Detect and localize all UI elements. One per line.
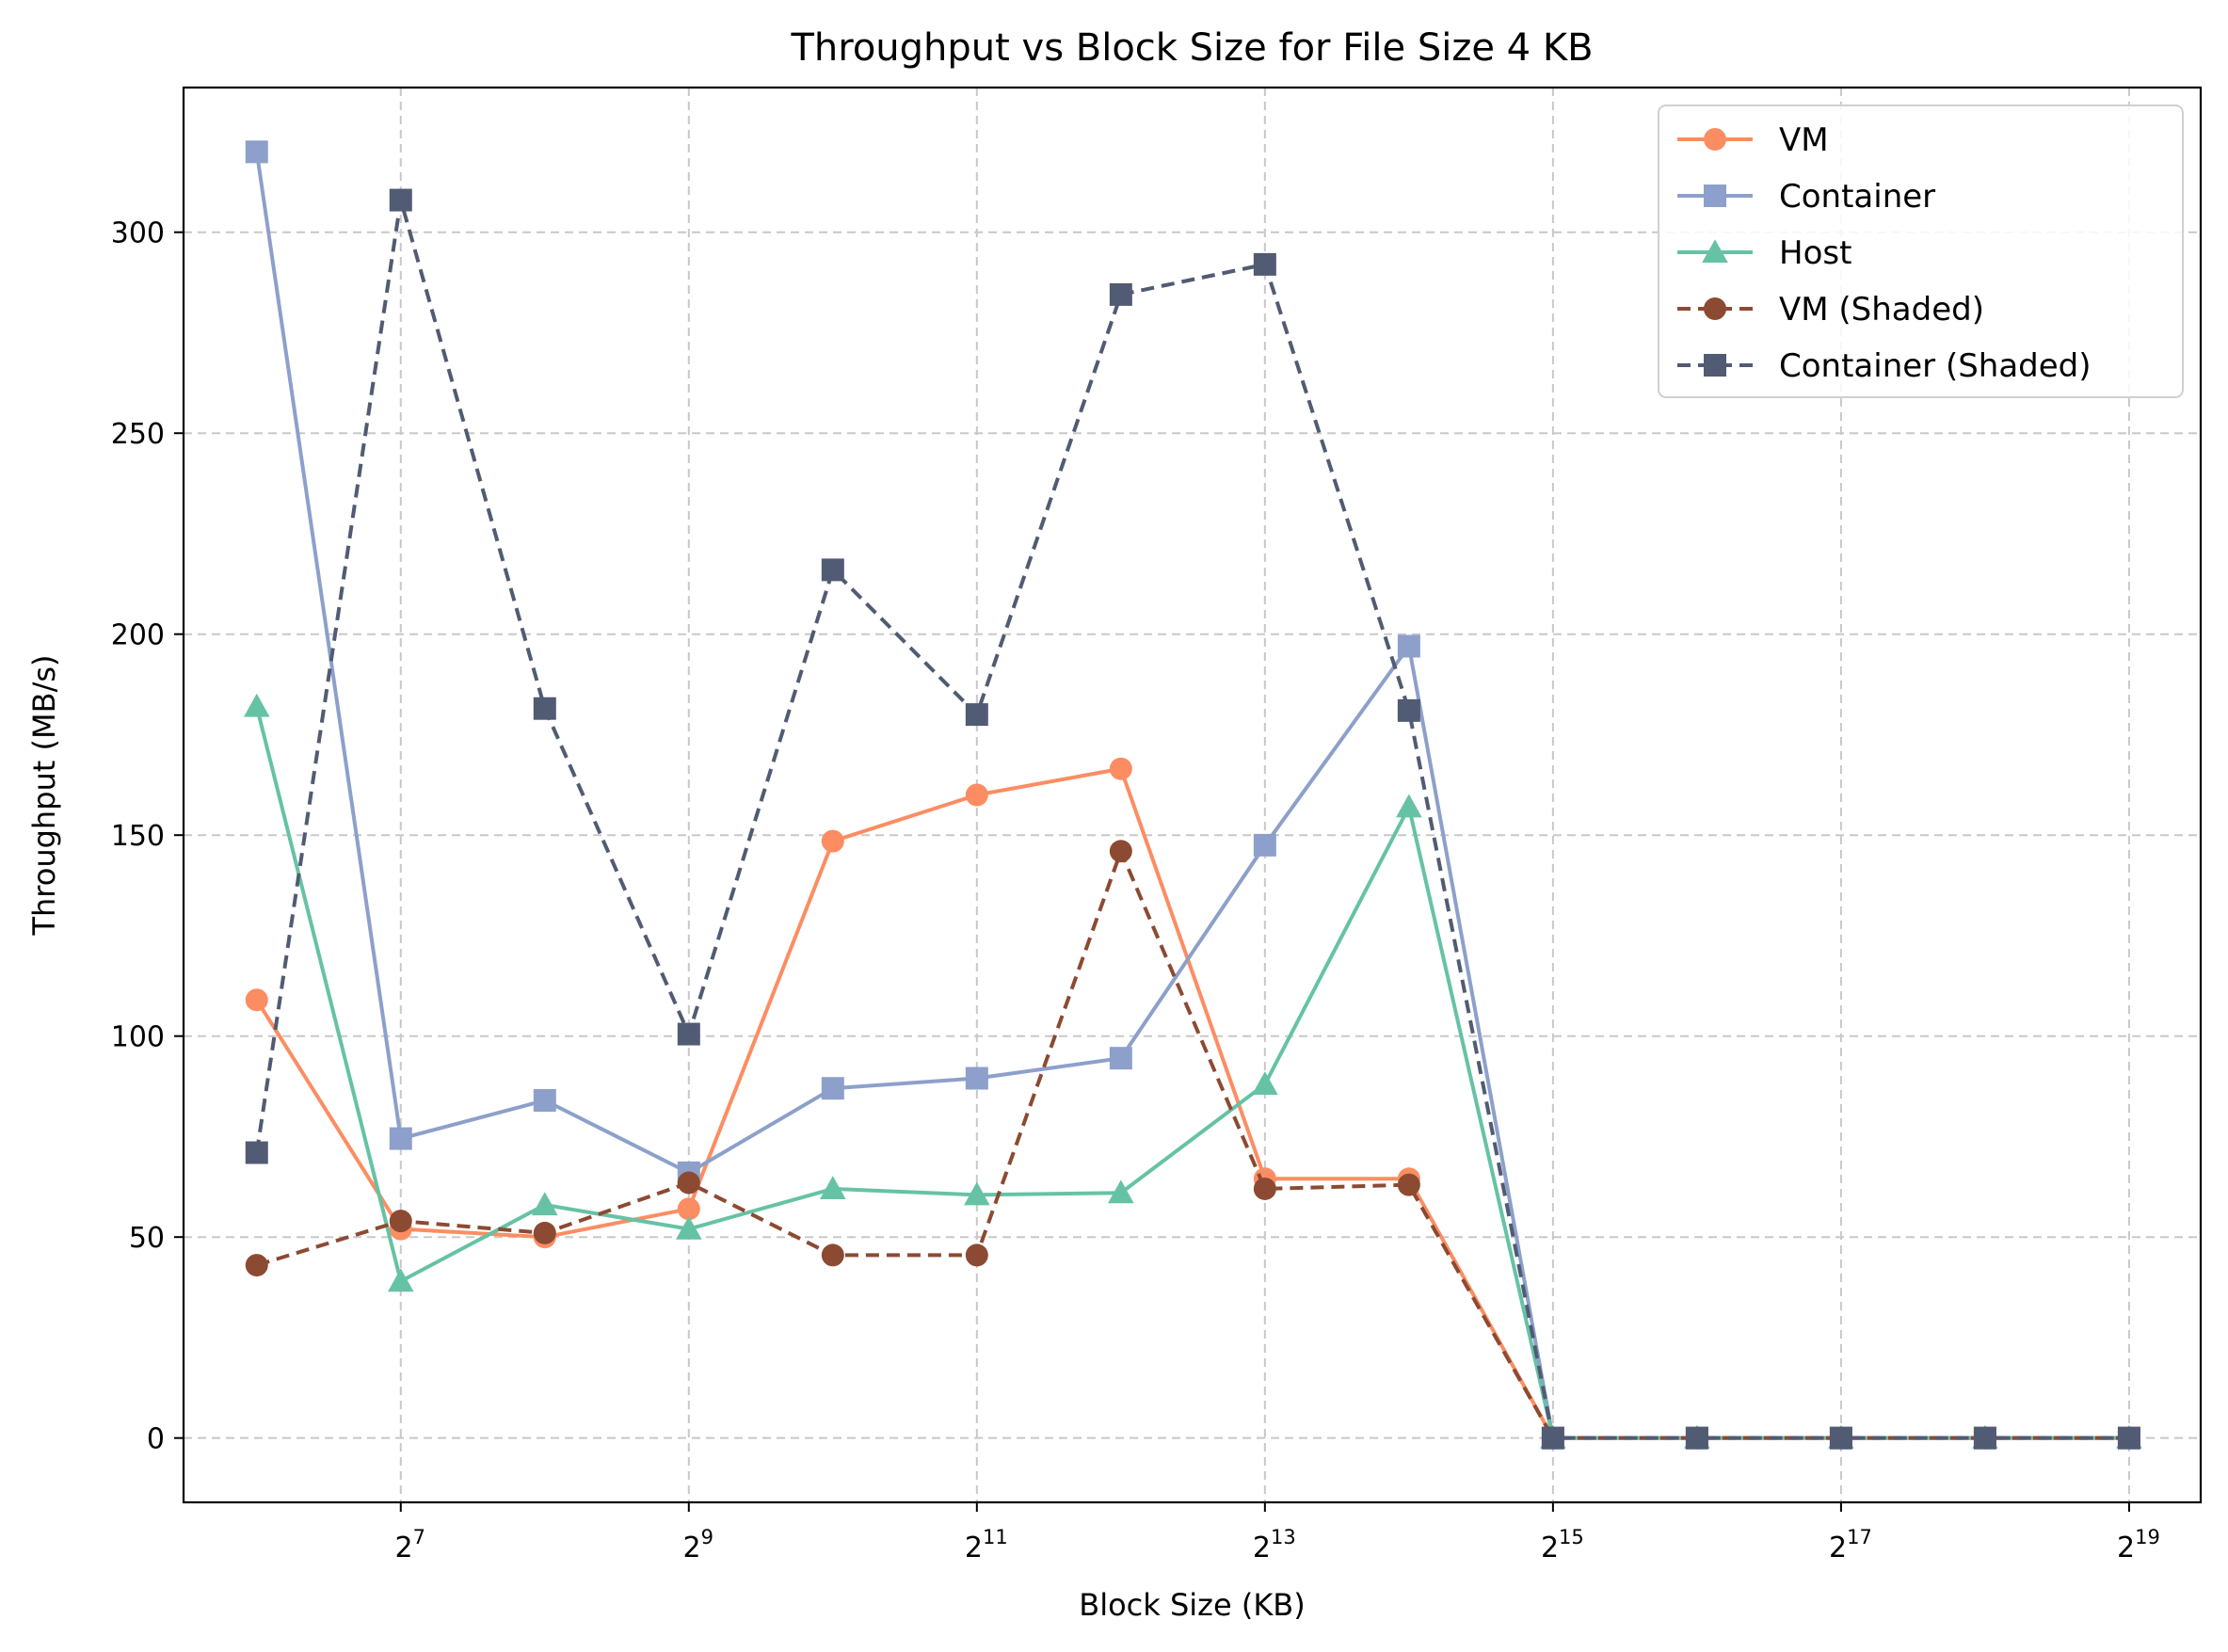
legend-label: Host (1779, 234, 1851, 272)
data-point (965, 1243, 988, 1267)
data-point (531, 1192, 558, 1216)
legend-marker (1704, 128, 1726, 151)
data-point (821, 829, 844, 853)
legend-box (1658, 104, 2184, 398)
x-tick-label: 27 (395, 1526, 425, 1564)
legend: VM Container Host VM (Shaded) Container (Sha… (1658, 104, 2184, 398)
legend-label: Container (1779, 178, 1935, 216)
data-point (1541, 1426, 1564, 1450)
series-lines (243, 140, 2142, 1450)
legend-label: VM (Shaded) (1779, 291, 1984, 329)
x-tick-label: 211 (965, 1526, 1008, 1564)
x-tick-label: 215 (1541, 1526, 1584, 1564)
series-4 (245, 188, 2140, 1450)
data-point (1397, 634, 1420, 658)
data-point (245, 1254, 268, 1277)
data-point (1397, 1173, 1420, 1196)
data-point (1397, 698, 1420, 722)
data-point (1109, 1047, 1132, 1070)
legend-item: Host (1677, 234, 1851, 272)
data-point (1109, 757, 1132, 780)
x-axis-label: Block Size (KB) (1079, 1587, 1305, 1623)
data-point (965, 1067, 988, 1090)
data-point (245, 988, 268, 1012)
data-point (389, 1210, 412, 1233)
x-tick-label: 29 (683, 1526, 713, 1564)
data-point (1973, 1426, 1996, 1450)
y-tick-label: 250 (111, 418, 165, 451)
legend-label: Container (Shaded) (1779, 347, 2092, 385)
data-point (821, 558, 844, 582)
data-point (389, 188, 412, 212)
data-point (821, 1243, 844, 1267)
data-point (245, 140, 268, 164)
y-tick-label: 200 (111, 619, 165, 652)
data-point (533, 1221, 556, 1244)
y-tick-label: 150 (111, 820, 165, 853)
data-point (1108, 1179, 1134, 1204)
data-point (965, 783, 988, 807)
data-point (2117, 1426, 2140, 1450)
legend-item: VM (1677, 121, 1829, 159)
series-line (254, 198, 2129, 1440)
data-point (1685, 1426, 1708, 1450)
data-point (389, 1127, 412, 1150)
plot-frame (182, 86, 2203, 1504)
y-axis-label: Throughput (MB/s) (26, 654, 62, 936)
legend-marker (1704, 354, 1726, 377)
x-tick-label: 213 (1253, 1526, 1296, 1564)
data-point (677, 1171, 700, 1195)
data-point (1253, 1177, 1276, 1200)
legend-label: VM (1779, 121, 1829, 159)
data-point (1109, 282, 1132, 306)
y-tick-label: 300 (111, 217, 165, 250)
data-point (820, 1176, 846, 1199)
data-point (821, 1077, 844, 1100)
legend-marker (1702, 239, 1728, 264)
legend-item: Container (1677, 178, 1935, 216)
y-tick-label: 100 (111, 1021, 165, 1054)
data-point (1253, 252, 1276, 276)
y-tick-label: 50 (129, 1222, 165, 1255)
data-point (1109, 840, 1132, 863)
data-point (1396, 794, 1422, 818)
legend-item: VM (Shaded) (1677, 291, 1984, 329)
data-point (965, 703, 988, 727)
legend-item: Container (Shaded) (1677, 347, 2092, 385)
data-point (1829, 1426, 1852, 1450)
data-point (677, 1022, 700, 1046)
data-point (533, 697, 556, 720)
data-point (1252, 1071, 1278, 1095)
data-point (387, 1268, 414, 1292)
x-tick-label: 219 (2117, 1526, 2160, 1564)
data-point (243, 693, 270, 717)
y-tick-label: 0 (147, 1423, 165, 1456)
data-point (245, 1141, 268, 1164)
data-point (1253, 833, 1276, 857)
data-point (533, 1089, 556, 1113)
x-axis-ticks: 27 29 211 213 215 217 219 (395, 1502, 2160, 1564)
chart-title: Throughput vs Block Size for File Size 4… (790, 26, 1593, 70)
legend-marker (1704, 297, 1726, 320)
legend-marker (1704, 184, 1726, 207)
data-point (677, 1197, 700, 1221)
data-point (675, 1215, 702, 1240)
x-tick-label: 217 (1829, 1526, 1872, 1564)
data-point (964, 1181, 990, 1206)
y-axis-ticks: 0 50 100 150 200 250 300 (111, 217, 184, 1456)
